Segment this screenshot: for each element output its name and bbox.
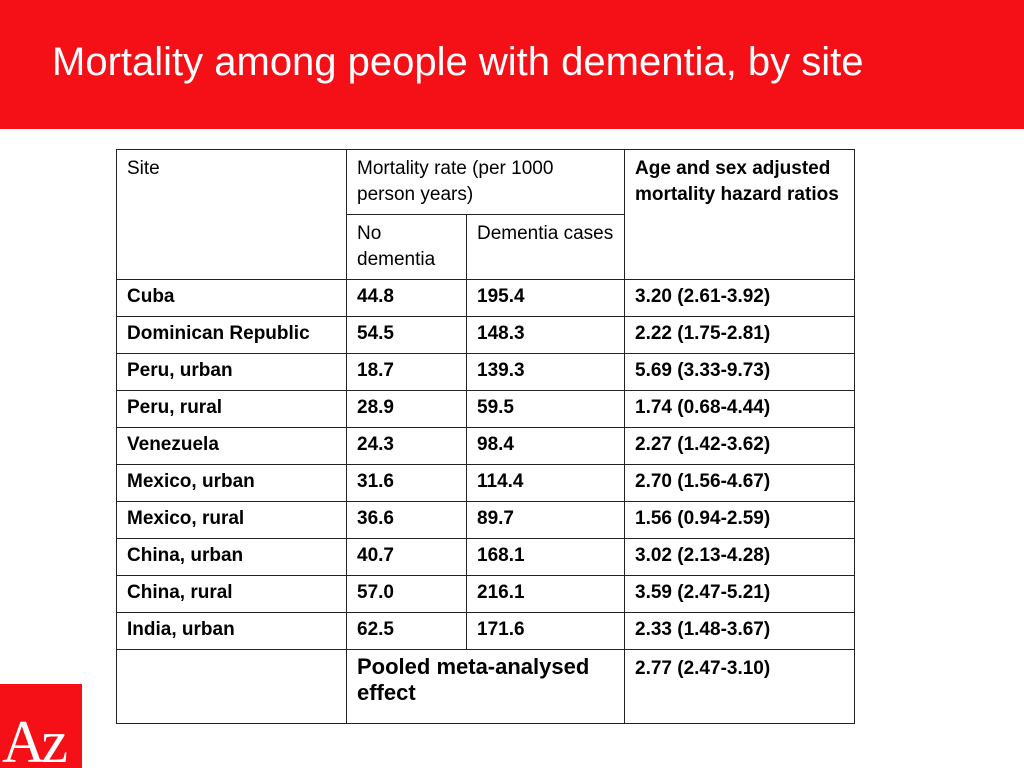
logo-text: Az	[2, 709, 68, 768]
cell-no-dementia: 28.9	[346, 390, 467, 428]
cell-dementia-cases: 195.4	[466, 279, 625, 317]
cell-dementia-cases: 168.1	[466, 538, 625, 576]
table-row: Mexico, rural 36.6 89.7 1.56 (0.94-2.59)	[116, 501, 855, 539]
cell-hazard-ratio: 1.56 (0.94-2.59)	[624, 501, 855, 539]
table-row: India, urban 62.5 171.6 2.33 (1.48-3.67)	[116, 612, 855, 650]
cell-no-dementia: 62.5	[346, 612, 467, 650]
cell-hazard-ratio: 3.59 (2.47-5.21)	[624, 575, 855, 613]
table-row: Peru, rural 28.9 59.5 1.74 (0.68-4.44)	[116, 390, 855, 428]
cell-hazard-ratio: 3.20 (2.61-3.92)	[624, 279, 855, 317]
cell-dementia-cases: 59.5	[466, 390, 625, 428]
cell-hazard-ratio: 2.70 (1.56-4.67)	[624, 464, 855, 502]
cell-no-dementia: 57.0	[346, 575, 467, 613]
cell-no-dementia: 31.6	[346, 464, 467, 502]
cell-dementia-cases: 139.3	[466, 353, 625, 391]
cell-no-dementia: 24.3	[346, 427, 467, 465]
pooled-hazard-ratio: 2.77 (2.47-3.10)	[624, 649, 855, 724]
cell-site: Cuba	[116, 279, 347, 317]
cell-site: China, urban	[116, 538, 347, 576]
cell-site: Venezuela	[116, 427, 347, 465]
header-no-dementia: No dementia	[346, 214, 467, 280]
cell-no-dementia: 18.7	[346, 353, 467, 391]
cell-dementia-cases: 148.3	[466, 316, 625, 354]
cell-no-dementia: 36.6	[346, 501, 467, 539]
cell-dementia-cases: 114.4	[466, 464, 625, 502]
cell-site: Peru, urban	[116, 353, 347, 391]
page-title: Mortality among people with dementia, by…	[52, 40, 864, 84]
mortality-table: Site Mortality rate (per 1000 person yea…	[116, 149, 855, 724]
header-hazard-ratios: Age and sex adjusted mortality hazard ra…	[624, 149, 855, 280]
az-logo-icon: Az	[0, 684, 82, 768]
pooled-empty-cell	[116, 649, 347, 724]
cell-no-dementia: 54.5	[346, 316, 467, 354]
cell-dementia-cases: 171.6	[466, 612, 625, 650]
cell-site: India, urban	[116, 612, 347, 650]
table-row: Dominican Republic 54.5 148.3 2.22 (1.75…	[116, 316, 855, 354]
header-site: Site	[116, 149, 347, 280]
table-row: China, rural 57.0 216.1 3.59 (2.47-5.21)	[116, 575, 855, 613]
cell-hazard-ratio: 2.27 (1.42-3.62)	[624, 427, 855, 465]
table-row: Mexico, urban 31.6 114.4 2.70 (1.56-4.67…	[116, 464, 855, 502]
pooled-row: Pooled meta-analysed effect 2.77 (2.47-3…	[116, 649, 855, 724]
subheader-row: No dementia Dementia cases	[117, 214, 855, 280]
cell-hazard-ratio: 5.69 (3.33-9.73)	[624, 353, 855, 391]
cell-hazard-ratio: 2.22 (1.75-2.81)	[624, 316, 855, 354]
cell-hazard-ratio: 3.02 (2.13-4.28)	[624, 538, 855, 576]
cell-no-dementia: 44.8	[346, 279, 467, 317]
cell-hazard-ratio: 2.33 (1.48-3.67)	[624, 612, 855, 650]
header-row: Site Mortality rate (per 1000 person yea…	[116, 149, 855, 280]
cell-dementia-cases: 89.7	[466, 501, 625, 539]
table-row: Peru, urban 18.7 139.3 5.69 (3.33-9.73)	[116, 353, 855, 391]
cell-no-dementia: 40.7	[346, 538, 467, 576]
cell-dementia-cases: 98.4	[466, 427, 625, 465]
cell-site: Mexico, urban	[116, 464, 347, 502]
title-banner: Mortality among people with dementia, by…	[0, 0, 1024, 129]
cell-dementia-cases: 216.1	[466, 575, 625, 613]
table-row: Venezuela 24.3 98.4 2.27 (1.42-3.62)	[116, 427, 855, 465]
cell-hazard-ratio: 1.74 (0.68-4.44)	[624, 390, 855, 428]
header-mortality-rate: Mortality rate (per 1000 person years)	[346, 149, 625, 215]
cell-site: Mexico, rural	[116, 501, 347, 539]
header-dementia-cases: Dementia cases	[466, 214, 625, 280]
table-row: Cuba 44.8 195.4 3.20 (2.61-3.92)	[116, 279, 855, 317]
cell-site: China, rural	[116, 575, 347, 613]
pooled-label: Pooled meta-analysed effect	[346, 649, 625, 724]
table-row: China, urban 40.7 168.1 3.02 (2.13-4.28)	[116, 538, 855, 576]
cell-site: Dominican Republic	[116, 316, 347, 354]
cell-site: Peru, rural	[116, 390, 347, 428]
